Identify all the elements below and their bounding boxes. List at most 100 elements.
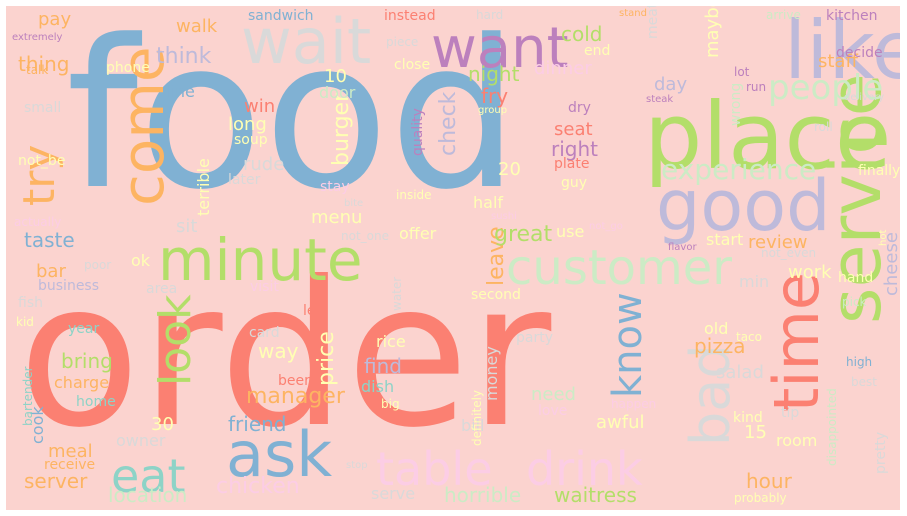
word: piece <box>386 35 419 49</box>
word: not_go <box>589 221 623 232</box>
word: awful <box>596 412 645 433</box>
word: know <box>605 292 651 398</box>
word: kind <box>733 410 763 426</box>
word: manager <box>246 384 345 409</box>
word: minute <box>158 226 363 294</box>
word: serve <box>371 484 416 503</box>
word: meal <box>48 441 93 462</box>
word: seat <box>554 119 593 140</box>
word: flavor <box>668 242 697 253</box>
word: roll <box>814 120 833 134</box>
word: arrive <box>766 8 801 22</box>
word-cloud: food order place wait like want good come servic… <box>6 6 900 510</box>
word: menu <box>311 207 363 228</box>
word: sit <box>176 216 198 237</box>
word: small <box>24 100 62 116</box>
word: old <box>704 319 729 338</box>
word: night <box>468 62 520 86</box>
word: charge <box>54 373 110 392</box>
word: food <box>66 6 520 235</box>
word: staff <box>818 51 858 72</box>
word: second <box>471 287 521 303</box>
word: party <box>516 330 553 346</box>
word: 15 <box>744 422 767 443</box>
word: high <box>846 355 873 369</box>
word: cold <box>561 22 603 46</box>
word: hour <box>746 469 792 493</box>
word: half <box>473 193 504 212</box>
word: bill <box>461 416 485 435</box>
word: visit <box>250 279 279 295</box>
word: close <box>394 57 431 73</box>
word: soup <box>234 132 268 148</box>
word: order <box>18 239 552 472</box>
word: extremely <box>12 32 63 43</box>
word: end <box>584 43 611 59</box>
word: sandwich <box>248 8 314 24</box>
word: bar <box>36 261 66 282</box>
word: dinner <box>534 58 592 79</box>
word: ask <box>226 418 333 491</box>
word: inside <box>396 188 432 202</box>
word: stand <box>619 8 647 19</box>
word: bring <box>61 349 113 373</box>
word: love <box>538 403 568 419</box>
word: not_one <box>341 229 389 243</box>
word: hand <box>838 270 874 286</box>
word: wrong <box>728 82 744 126</box>
word: 30 <box>151 414 174 435</box>
word: day <box>654 74 688 95</box>
word: win <box>244 96 276 117</box>
word: water <box>390 276 404 311</box>
word: burger <box>329 92 354 166</box>
word: dry <box>568 100 591 116</box>
word: server <box>24 469 88 493</box>
word: receive <box>44 457 96 473</box>
word: eat <box>111 449 186 503</box>
word: terrible <box>194 158 213 216</box>
word: walk <box>176 16 218 37</box>
word: wait <box>241 6 372 78</box>
word: kid <box>16 315 34 329</box>
word: kitchen <box>826 8 878 24</box>
word: want <box>431 16 569 81</box>
word: time <box>760 271 833 412</box>
word: run <box>746 80 767 94</box>
word: let <box>303 303 321 319</box>
word: dish <box>361 377 395 396</box>
word: maybe <box>702 6 723 58</box>
word: guy <box>561 175 588 191</box>
word: business <box>38 278 100 294</box>
word: disappointed <box>825 388 839 466</box>
word: home <box>76 394 116 410</box>
word: way <box>258 339 299 363</box>
word: lot <box>734 65 750 79</box>
word: bartender <box>21 366 35 426</box>
word: instead <box>384 8 436 24</box>
word: need <box>531 384 576 405</box>
word: look <box>150 294 201 386</box>
word: definitely <box>470 389 484 446</box>
word: start <box>706 230 744 249</box>
word: rice <box>376 332 406 351</box>
word: meat <box>645 6 661 39</box>
word: pick <box>842 295 867 309</box>
word: taco <box>736 330 762 344</box>
word: owner <box>116 431 166 450</box>
word: place <box>644 83 892 190</box>
word: hot <box>878 229 889 246</box>
word: best <box>851 375 877 389</box>
word: bad <box>679 344 742 446</box>
word: ok <box>131 251 151 270</box>
word: 20 <box>498 159 521 180</box>
word: customer <box>506 240 733 296</box>
word: quality <box>410 108 426 156</box>
word: pretty <box>873 431 889 474</box>
word: later <box>228 172 261 188</box>
word: year <box>68 321 100 337</box>
word: talk <box>26 63 49 77</box>
word: pizza <box>694 334 746 358</box>
word: big <box>381 397 400 411</box>
word: offer <box>399 224 437 243</box>
word: people <box>768 68 884 108</box>
